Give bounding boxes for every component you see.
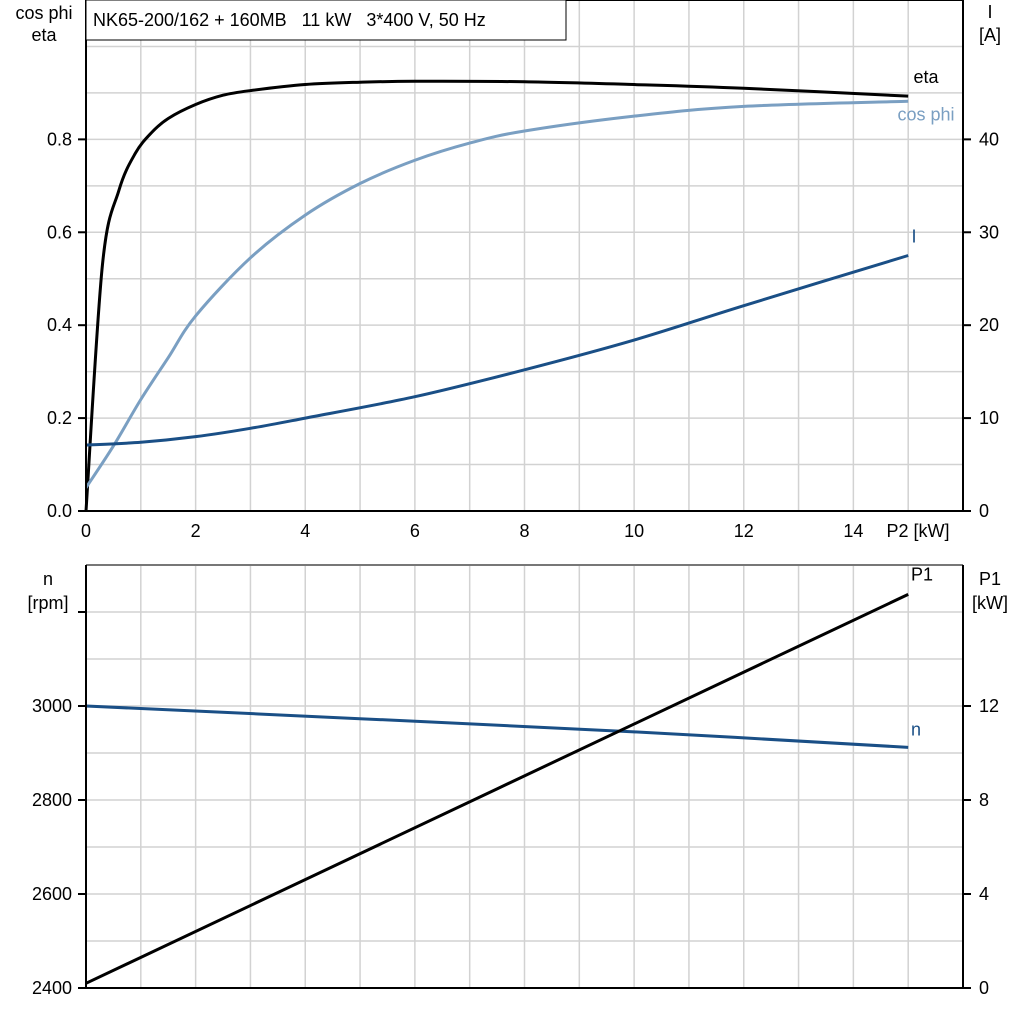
left-axis-title: eta <box>31 25 57 45</box>
bottom-plot-grid <box>86 565 963 988</box>
right-tick-label: 12 <box>979 696 999 716</box>
top-plot-grid <box>86 0 963 511</box>
chart-title: NK65-200/162 + 160MB 11 kW 3*400 V, 50 H… <box>93 10 486 30</box>
left-tick-label: 3000 <box>32 696 72 716</box>
series-label-cos-phi: cos phi <box>897 104 954 124</box>
title-box <box>85 0 567 41</box>
right-tick-label: 8 <box>979 790 989 810</box>
bottom-plot-series: n P1 <box>85 564 933 985</box>
x-tick-label: 6 <box>410 521 420 541</box>
right-tick-label: 4 <box>979 884 989 904</box>
right-axis-title: I <box>987 2 992 22</box>
right-tick-label: 20 <box>979 315 999 335</box>
left-tick-label: 0.0 <box>47 501 72 521</box>
right-axis-title: [kW] <box>972 593 1008 613</box>
x-tick-label: 8 <box>519 521 529 541</box>
left-tick-label: 0.8 <box>47 129 72 149</box>
series-line-cos-phi <box>84 99 909 489</box>
left-axis-title: n <box>43 569 53 589</box>
top-plot-series: eta cos phi I <box>84 67 955 512</box>
series-label-n: n <box>911 719 921 739</box>
right-tick-label: 40 <box>979 129 999 149</box>
right-tick-label: 10 <box>979 408 999 428</box>
x-tick-label: 0 <box>81 521 91 541</box>
left-tick-label: 0.2 <box>47 408 72 428</box>
x-tick-label: 14 <box>843 521 863 541</box>
right-tick-label: 30 <box>979 222 999 242</box>
right-tick-label: 0 <box>979 501 989 521</box>
left-tick-label: 2400 <box>32 978 72 998</box>
x-tick-label: 12 <box>734 521 754 541</box>
series-line-p1 <box>85 593 909 985</box>
left-tick-label: 0.6 <box>47 222 72 242</box>
right-axis-title: [A] <box>979 25 1001 45</box>
right-tick-label: 0 <box>979 978 989 998</box>
series-label-i: I <box>911 227 916 247</box>
x-axis-title: P2 [kW] <box>886 521 949 541</box>
series-label-eta: eta <box>913 67 939 87</box>
x-tick-label: 2 <box>191 521 201 541</box>
series-line-n <box>85 704 909 749</box>
left-tick-label: 2600 <box>32 884 72 904</box>
left-tick-label: 2800 <box>32 790 72 810</box>
x-tick-label: 10 <box>624 521 644 541</box>
left-axis-title: cos phi <box>15 3 72 23</box>
series-line-i <box>85 254 909 447</box>
left-axis-title: [rpm] <box>27 593 68 613</box>
left-tick-label: 0.4 <box>47 315 72 335</box>
right-axis-title: P1 <box>979 569 1001 589</box>
series-label-p1: P1 <box>911 564 933 584</box>
x-tick-label: 4 <box>300 521 310 541</box>
series-line-eta <box>84 79 909 512</box>
